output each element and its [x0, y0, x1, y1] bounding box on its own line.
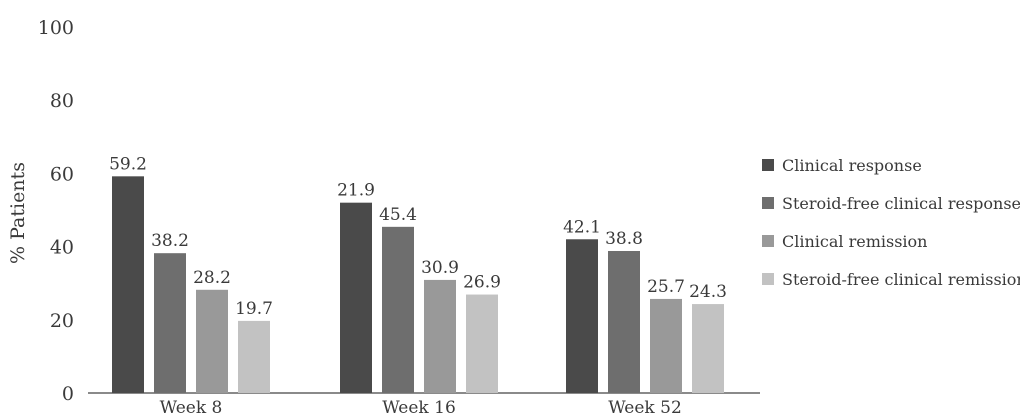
- y-tick-label: 80: [50, 90, 74, 112]
- x-tick-label: Week 16: [382, 398, 456, 416]
- bar: [424, 279, 456, 393]
- bar-value-label: 21.9: [337, 181, 375, 201]
- bar-value-label: 30.9: [421, 258, 459, 278]
- bar-value-label: 38.8: [605, 229, 643, 249]
- bar-value-label: 42.1: [563, 217, 601, 237]
- bar: [650, 298, 682, 393]
- bar-value-label: 26.9: [463, 273, 501, 293]
- bar: [340, 202, 372, 393]
- bar: [196, 289, 228, 393]
- bar: [238, 320, 270, 393]
- legend-swatch: [762, 235, 774, 247]
- bar: [608, 250, 640, 393]
- legend: Clinical response Steroid-free clinical r…: [762, 156, 1020, 289]
- bar: [154, 253, 186, 393]
- bar-value-label: 24.3: [689, 282, 727, 302]
- y-tick-label: 20: [50, 310, 74, 332]
- x-tick-label: Week 52: [608, 398, 682, 416]
- bar-value-label: 45.4: [379, 205, 417, 225]
- y-tick-label: 60: [50, 163, 74, 185]
- legend-label: Steroid-free clinical remission: [782, 270, 1020, 289]
- y-tick-label: 40: [50, 237, 74, 259]
- bars-layer: 59.2 38.228.219.7 21.945.4 30.926.9 42.138.8…: [109, 154, 727, 393]
- bar-value-label: 19.7: [235, 299, 273, 319]
- bar: [566, 239, 598, 393]
- bar-value-label: 28.2: [193, 268, 231, 288]
- legend-swatch: [762, 159, 774, 171]
- y-tick-label: 0: [62, 383, 74, 405]
- bar-value-label: 59.2: [109, 154, 147, 174]
- bar-value-label: 25.7: [647, 277, 685, 297]
- bar-value-label: 38.2: [151, 231, 189, 251]
- bar: [466, 294, 498, 393]
- bar: [692, 304, 724, 393]
- legend-label: Clinical remission: [782, 232, 927, 251]
- legend-label: Clinical response: [782, 156, 922, 175]
- x-tick-label: Week 8: [160, 398, 223, 416]
- legend-label: Steroid-free clinical response: [782, 194, 1020, 213]
- y-tick-label: 100: [38, 17, 74, 39]
- legend-swatch: [762, 197, 774, 209]
- bar: [382, 226, 414, 393]
- x-axis-labels: Week 8 Week 16 Week 52: [160, 398, 682, 416]
- y-axis-ticks: 0 20 40 60 80 100: [38, 17, 74, 405]
- y-axis-label: % Patients: [7, 162, 29, 264]
- legend-swatch: [762, 273, 774, 285]
- bar: [112, 176, 144, 393]
